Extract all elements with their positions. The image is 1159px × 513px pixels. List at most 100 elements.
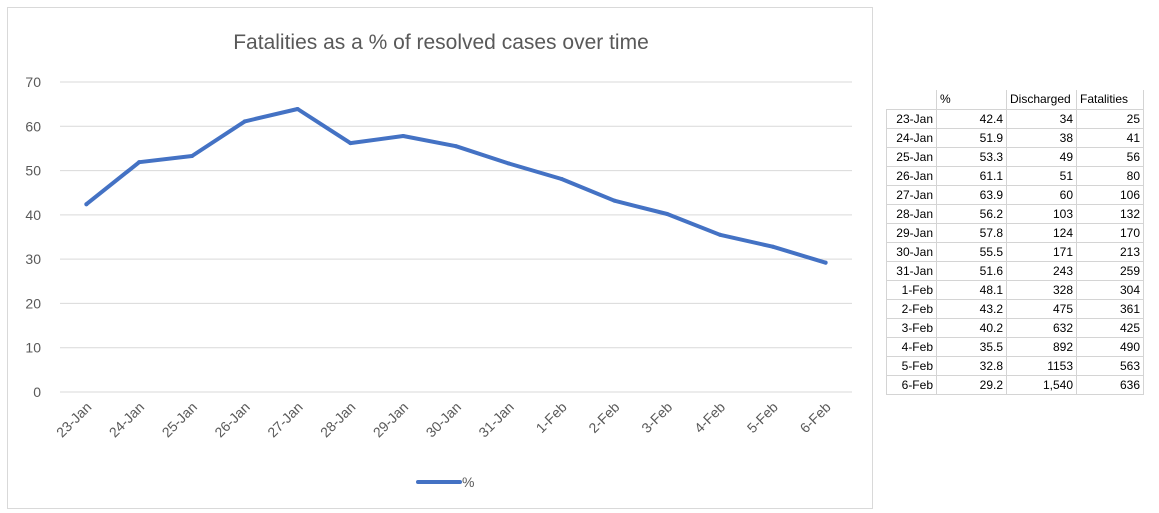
table-cell: 892 [1006, 336, 1077, 357]
x-tick-label: 6-Feb [797, 399, 834, 436]
y-tick-label: 0 [33, 384, 41, 400]
table-row: 4-Feb 35.5 892 490 [886, 336, 1144, 357]
table-cell: 490 [1076, 336, 1144, 357]
table-cell: 56.2 [936, 203, 1007, 224]
table-row: 3-Feb 40.2 632 425 [886, 317, 1144, 338]
table-cell: 43.2 [936, 298, 1007, 319]
table-cell: 61.1 [936, 165, 1007, 186]
data-point [295, 107, 300, 112]
table-cell: 361 [1076, 298, 1144, 319]
y-tick-label: 10 [25, 340, 41, 356]
table-cell: 30-Jan [886, 241, 937, 262]
table-header-row: % Discharged Fatalities [886, 90, 1144, 110]
table-cell: 632 [1006, 317, 1077, 338]
table-cell: 57.8 [936, 222, 1007, 243]
table-cell: 25-Jan [886, 146, 937, 167]
table-cell: 563 [1076, 355, 1144, 376]
table-cell: 53.3 [936, 146, 1007, 167]
table-row: 27-Jan 63.9 60 106 [886, 184, 1144, 205]
data-point [190, 153, 194, 158]
table-row: 31-Jan 51.6 243 259 [886, 260, 1144, 281]
table-row: 28-Jan 56.2 103 132 [886, 203, 1144, 224]
table-cell: 51.6 [936, 260, 1007, 281]
table-cell: 2-Feb [886, 298, 937, 319]
x-tick-label: 29-Jan [370, 399, 412, 441]
table-cell: 27-Jan [886, 184, 937, 205]
chart-area: Fatalities as a % of resolved cases over… [7, 7, 873, 509]
table-cell: 32.8 [936, 355, 1007, 376]
y-tick-label: 60 [25, 118, 41, 134]
x-tick-label: 24-Jan [106, 399, 148, 441]
table-cell: 259 [1076, 260, 1144, 281]
table-cell: 106 [1076, 184, 1144, 205]
table-cell: 636 [1076, 374, 1144, 395]
data-point [718, 232, 722, 237]
table-cell: 49 [1006, 146, 1077, 167]
table-cell: 38 [1006, 127, 1077, 148]
table-cell: 48.1 [936, 279, 1007, 300]
data-point [770, 244, 775, 249]
table-cell: 63.9 [936, 184, 1007, 205]
table-cell: 304 [1076, 279, 1144, 300]
data-point [506, 161, 511, 166]
table-cell: 26-Jan [886, 165, 937, 186]
table-cell: 80 [1076, 165, 1144, 186]
data-point [348, 141, 353, 146]
table-cell: 34 [1006, 108, 1077, 129]
table-row: 25-Jan 53.3 49 56 [886, 146, 1144, 167]
table-cell: 51.9 [936, 127, 1007, 148]
table-header-cell: % [936, 90, 1007, 110]
table-cell: 171 [1006, 241, 1077, 262]
data-point [401, 134, 406, 139]
table-row: 23-Jan 42.4 34 25 [886, 108, 1144, 129]
table-row: 2-Feb 43.2 475 361 [886, 298, 1144, 319]
table-cell: 31-Jan [886, 260, 937, 281]
table-cell: 425 [1076, 317, 1144, 338]
table-cell: 25 [1076, 108, 1144, 129]
table-cell: 41 [1076, 127, 1144, 148]
table-cell: 51 [1006, 165, 1077, 186]
table-cell: 1153 [1006, 355, 1077, 376]
table-cell: 243 [1006, 260, 1077, 281]
y-tick-label: 70 [25, 74, 41, 90]
x-tick-label: 25-Jan [159, 399, 201, 441]
table-cell: 3-Feb [886, 317, 937, 338]
legend-label: % [462, 474, 474, 490]
x-tick-label: 5-Feb [744, 399, 781, 436]
table-cell: 124 [1006, 222, 1077, 243]
line-chart: Fatalities as a % of resolved cases over… [25, 31, 852, 490]
y-tick-label: 50 [25, 163, 41, 179]
chart-title: Fatalities as a % of resolved cases over… [233, 31, 649, 54]
table-header-cell: Fatalities [1076, 90, 1144, 110]
x-tick-label: 3-Feb [638, 399, 675, 436]
y-tick-label: 20 [25, 295, 41, 311]
table-row: 6-Feb 29.2 1,540 636 [886, 374, 1144, 395]
x-tick-label: 2-Feb [585, 399, 622, 436]
table-cell: 132 [1076, 203, 1144, 224]
table-cell: 42.4 [936, 108, 1007, 129]
table-row: 30-Jan 55.5 171 213 [886, 241, 1144, 262]
table-cell: 213 [1076, 241, 1144, 262]
data-point [454, 144, 458, 149]
x-tick-label: 4-Feb [691, 399, 728, 436]
data-table: % Discharged Fatalities 23-Jan 42.4 34 25 24-J… [886, 90, 1144, 395]
table-cell: 1-Feb [886, 279, 937, 300]
table-cell: 6-Feb [886, 374, 937, 395]
table-cell: 5-Feb [886, 355, 937, 376]
table-header-cell: Discharged [1006, 90, 1077, 110]
table-cell: 1,540 [1006, 374, 1077, 395]
table-cell: 4-Feb [886, 336, 937, 357]
x-tick-label: 27-Jan [264, 399, 306, 441]
x-tick-label: 23-Jan [53, 399, 95, 441]
table-cell: 40.2 [936, 317, 1007, 338]
data-point [823, 260, 828, 265]
data-point [242, 119, 247, 124]
table-cell: 60 [1006, 184, 1077, 205]
table-cell: 28-Jan [886, 203, 937, 224]
x-tick-label: 30-Jan [423, 399, 465, 441]
y-tick-label: 30 [25, 251, 41, 267]
data-point [84, 202, 89, 207]
table-cell: 55.5 [936, 241, 1007, 262]
table-row: 1-Feb 48.1 328 304 [886, 279, 1144, 300]
table-row: 24-Jan 51.9 38 41 [886, 127, 1144, 148]
